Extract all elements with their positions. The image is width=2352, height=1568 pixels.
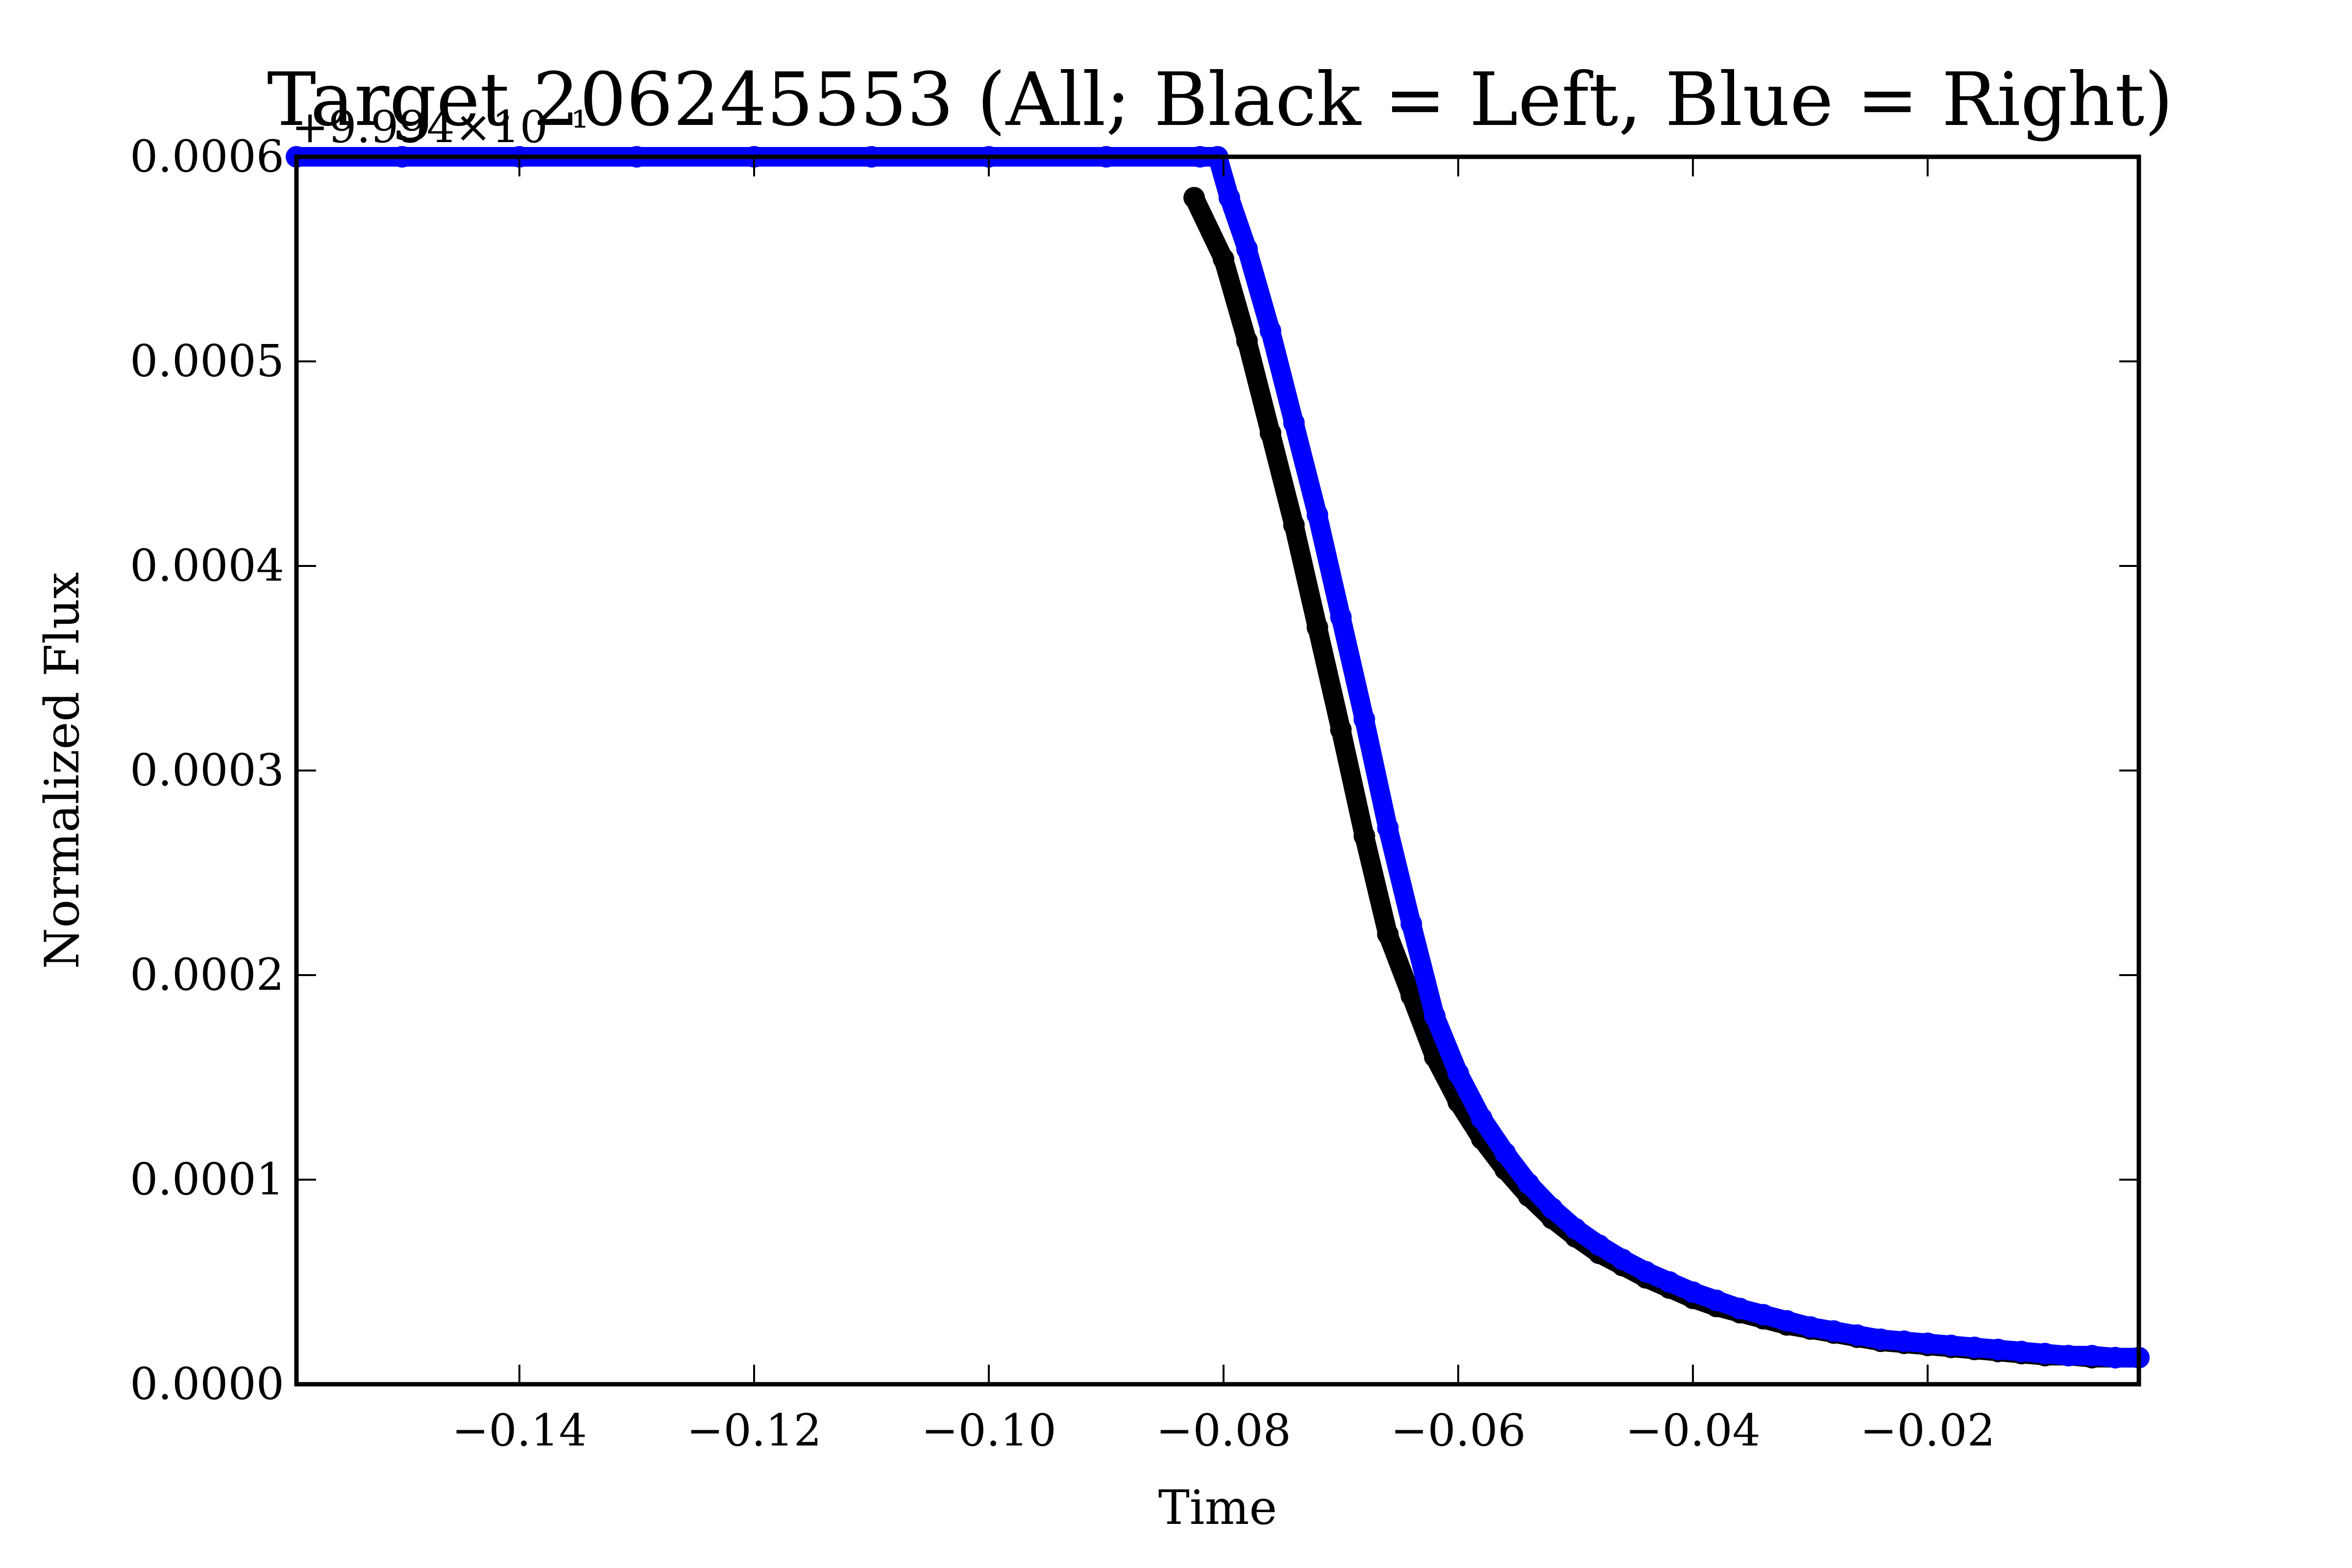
x-tick-label: −0.06: [1391, 1405, 1526, 1456]
data-point-right: [1963, 1336, 1985, 1358]
data-point-right: [1424, 1005, 1446, 1027]
data-point-left: [1330, 719, 1352, 740]
data-point-right: [2081, 1345, 2103, 1367]
x-tick-label: −0.04: [1625, 1405, 1761, 1456]
data-point-right: [1612, 1249, 1634, 1271]
y-tick-label: 0.0004: [130, 540, 284, 591]
data-point-right: [1236, 238, 1258, 260]
data-point-right: [1893, 1330, 1915, 1352]
data-point-right: [1283, 412, 1305, 434]
data-point-right: [1400, 913, 1422, 935]
y-tick-label: 0.0005: [130, 336, 284, 387]
data-point-left: [1283, 514, 1305, 536]
data-point-right: [1846, 1324, 1868, 1346]
data-point-right: [1729, 1298, 1751, 1320]
data-point-right: [1870, 1328, 1892, 1350]
data-point-right: [2105, 1347, 2127, 1369]
data-point-right: [1682, 1281, 1704, 1303]
data-point-right: [1635, 1261, 1657, 1283]
data-point-right: [2010, 1341, 2033, 1363]
x-tick-label: −0.12: [686, 1405, 822, 1456]
data-point-right: [1494, 1142, 1516, 1164]
data-point-right: [1518, 1173, 1540, 1195]
y-offset-label: +9.994×10⁻¹: [292, 101, 589, 153]
data-point-left: [1236, 330, 1258, 352]
chart-title: Target 206245553 (All; Black = Left, Blu…: [267, 57, 2173, 143]
y-tick-label: 0.0002: [130, 949, 284, 1001]
data-point-right: [1987, 1339, 2009, 1360]
data-point-right: [1259, 319, 1281, 342]
x-tick-label: −0.08: [1156, 1405, 1291, 1456]
data-point-right: [1353, 709, 1375, 731]
data-point-left: [1400, 984, 1422, 1006]
data-point-right: [1799, 1316, 1821, 1338]
y-axis-label: Normalized Flux: [35, 572, 90, 969]
data-point-right: [1541, 1197, 1563, 1219]
data-point-right: [1588, 1234, 1610, 1256]
data-point-right: [1705, 1289, 1727, 1311]
y-tick-label: 0.0003: [130, 745, 284, 796]
y-tick-label: 0.0001: [130, 1154, 284, 1205]
data-point-left: [1183, 187, 1205, 209]
data-point-left: [1353, 825, 1375, 847]
y-tick-label: 0.0006: [130, 131, 284, 182]
tick-layer: −0.14 −0.12 −0.10 −0.08 −0.06 −0.04 −0.02 0.000…: [130, 131, 2139, 1456]
data-point-right: [1565, 1218, 1587, 1240]
data-point-right: [1447, 1062, 1469, 1084]
data-point-right: [1377, 817, 1399, 839]
data-point-right: [1218, 187, 1240, 209]
data-point-right: [1776, 1310, 1798, 1332]
data-point-right: [1306, 504, 1328, 526]
x-tick-label: −0.10: [921, 1405, 1056, 1456]
plot-frame: [294, 154, 2141, 1387]
data-point-right: [1916, 1332, 1938, 1354]
y-tick-label: 0.0000: [130, 1358, 284, 1410]
data-point-right: [1752, 1304, 1774, 1326]
data-point-right: [1330, 606, 1352, 628]
x-tick-label: −0.14: [452, 1405, 587, 1456]
x-tick-label: −0.02: [1860, 1405, 1995, 1456]
data-point-left: [1213, 248, 1234, 270]
data-point-right: [1823, 1320, 1845, 1342]
data-point-left: [1306, 616, 1328, 638]
data-point-right: [1470, 1107, 1493, 1129]
data-point-right: [2058, 1345, 2080, 1367]
data-point-right: [2034, 1343, 2056, 1365]
x-axis-label: Time: [1158, 1480, 1277, 1535]
data-point-left: [1377, 923, 1399, 945]
data-point-right: [1940, 1334, 1962, 1356]
data-point-right: [1659, 1271, 1680, 1293]
data-point-left: [1259, 422, 1281, 444]
